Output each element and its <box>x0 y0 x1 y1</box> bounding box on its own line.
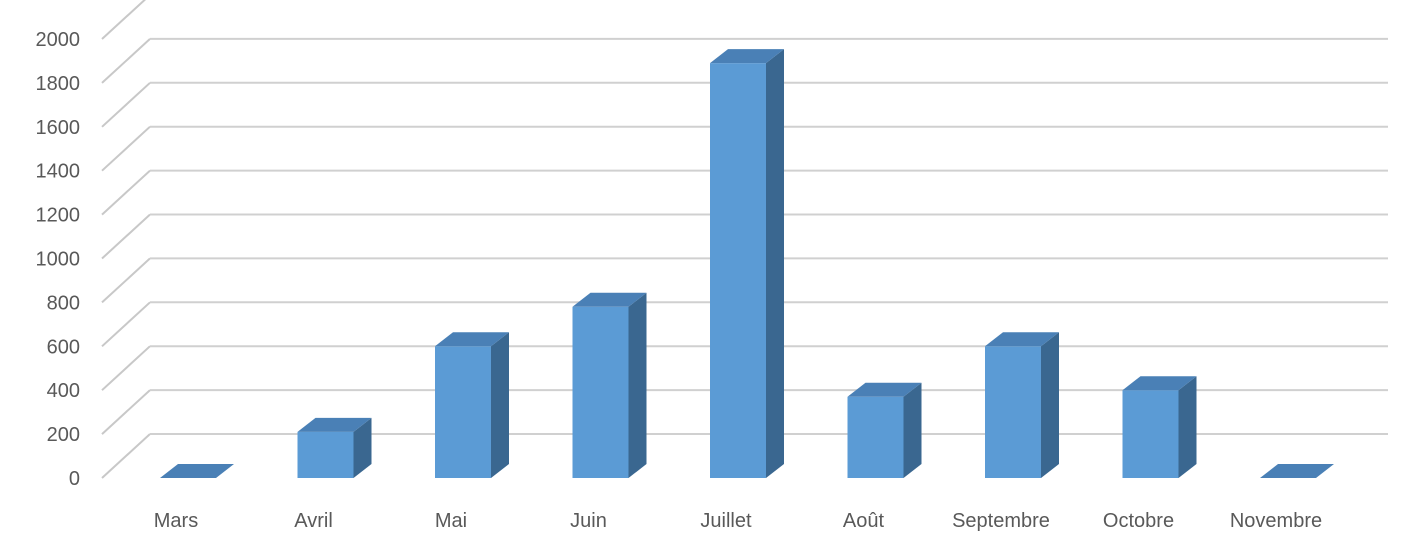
bar <box>298 418 372 478</box>
bar <box>848 383 922 478</box>
x-tick-label: Juin <box>570 510 607 532</box>
bar-front-face <box>573 307 629 478</box>
bar-side-face <box>629 293 647 478</box>
bar <box>1123 376 1197 478</box>
y-tick-label: 1600 <box>36 117 81 139</box>
bar-top-face <box>1260 464 1334 478</box>
y-tick-label: 600 <box>47 336 80 358</box>
y-tick-label: 2000 <box>36 29 81 51</box>
bar <box>573 293 647 478</box>
x-tick-label: Octobre <box>1103 510 1174 532</box>
bar-front-face <box>710 63 766 478</box>
bar <box>710 49 784 478</box>
bar-front-face <box>985 346 1041 478</box>
bar-side-face <box>491 332 509 478</box>
x-tick-label: Avril <box>294 510 333 532</box>
bar-front-face <box>848 397 904 478</box>
x-tick-label: Juillet <box>700 510 752 532</box>
bar <box>985 332 1059 478</box>
bar <box>435 332 509 478</box>
y-tick-label: 1800 <box>36 73 81 95</box>
x-tick-label: Novembre <box>1230 510 1322 532</box>
y-axis-tick-labels: 0 200 400 600 800 1000 1200 1400 1600 1800 2000 <box>36 29 81 490</box>
bar <box>1260 464 1334 478</box>
bars <box>160 49 1334 478</box>
y-tick-label: 200 <box>47 424 80 446</box>
y-tick-label: 400 <box>47 380 80 402</box>
x-tick-label: Mars <box>154 510 198 532</box>
bar <box>160 464 234 478</box>
bar-side-face <box>1041 332 1059 478</box>
bar-side-face <box>904 383 922 478</box>
gridline <box>102 0 1388 39</box>
x-tick-label: Septembre <box>952 510 1050 532</box>
x-tick-label: Mai <box>435 510 467 532</box>
x-tick-label: Août <box>843 510 885 532</box>
y-tick-label: 1000 <box>36 249 81 271</box>
y-tick-label: 1200 <box>36 205 81 227</box>
bar-top-face <box>160 464 234 478</box>
bar-front-face <box>298 432 354 478</box>
y-tick-label: 0 <box>69 468 80 490</box>
y-tick-label: 800 <box>47 292 80 314</box>
y-tick-label: 1400 <box>36 161 81 183</box>
bar-side-face <box>1179 376 1197 478</box>
bar-front-face <box>1123 390 1179 478</box>
bar-front-face <box>435 346 491 478</box>
bar-side-face <box>766 49 784 478</box>
x-axis-tick-labels: Mars Avril Mai Juin Juillet Août Septembre Octo… <box>154 510 1322 532</box>
